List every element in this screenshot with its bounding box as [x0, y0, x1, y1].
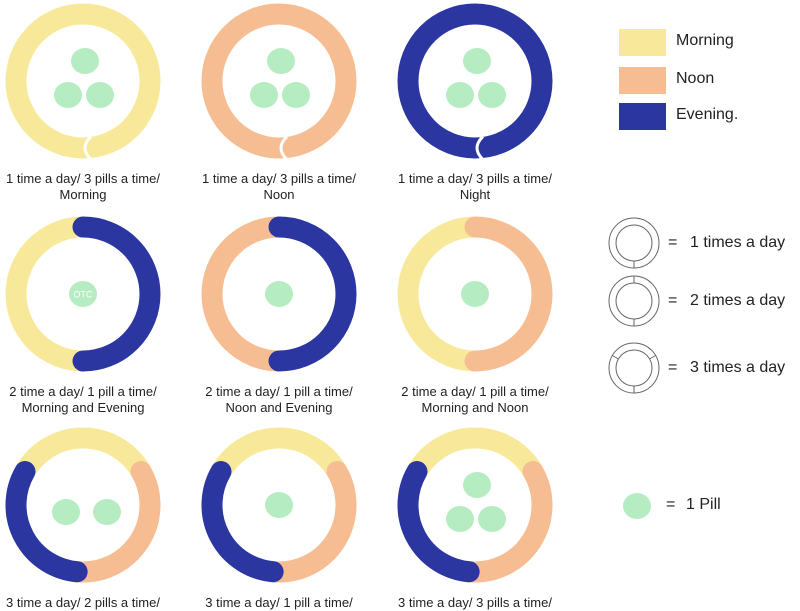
equals-sign-1: = — [668, 234, 678, 251]
pill — [463, 472, 491, 498]
ring-notch — [475, 135, 485, 161]
pill — [463, 48, 491, 74]
legend-swatch-morning — [619, 29, 666, 56]
legend-swatch-evening — [619, 103, 666, 130]
pill — [478, 82, 506, 108]
equals-sign-2: = — [668, 292, 678, 309]
pill — [265, 492, 293, 518]
dose-diagram-5 — [201, 216, 357, 372]
legend-swatch-noon — [619, 67, 666, 94]
caption-line: 3 time a day/ 3 pills a time/ — [398, 595, 552, 610]
frequency-label-1: 1 times a day — [690, 234, 786, 251]
pill-legend-label: 1 Pill — [686, 496, 721, 513]
dose-caption-8: 3 time a day/ 1 pill a time/ — [184, 595, 374, 611]
ring-segment-noon — [201, 216, 290, 372]
caption-line: 3 time a day/ 2 pills a time/ — [6, 595, 160, 610]
ring-segment-noon — [464, 216, 553, 372]
ring-segment-evening — [201, 461, 284, 583]
caption-line: 1 time a day/ 3 pills a time/ — [202, 171, 356, 186]
ring-segment-morning — [397, 216, 486, 372]
pill — [446, 506, 474, 532]
dose-diagram-9 — [397, 427, 553, 583]
caption-line: 3 time a day/ 1 pill a time/ — [205, 595, 353, 610]
pill — [69, 281, 97, 307]
pill — [461, 281, 489, 307]
ring-segment-noon — [201, 3, 357, 159]
pill — [86, 82, 114, 108]
dose-caption-9: 3 time a day/ 3 pills a time/ — [380, 595, 570, 611]
caption-line: 2 time a day/ 1 pill a time/ — [401, 384, 549, 399]
ring-segment-noon — [66, 461, 161, 583]
ring-inner — [615, 224, 653, 262]
caption-line: 2 time a day/ 1 pill a time/ — [205, 384, 353, 399]
dose-caption-3: 1 time a day/ 3 pills a time/Night — [380, 171, 570, 203]
ring-segment-evening — [397, 461, 480, 583]
ring-segment-morning — [5, 216, 94, 372]
dose-diagram-7 — [5, 427, 161, 583]
caption-line: Morning and Noon — [421, 400, 529, 415]
ring-segment-evening — [397, 3, 553, 159]
caption-line: Morning and Evening — [21, 400, 145, 415]
dose-diagram-8 — [201, 427, 357, 583]
pill — [71, 48, 99, 74]
pill-legend-icon — [623, 493, 651, 519]
equals-sign-3: = — [668, 359, 678, 376]
dose-caption-6: 2 time a day/ 1 pill a time/Morning and … — [380, 384, 570, 416]
ring-segment-morning — [14, 427, 152, 482]
frequency-ring-icon-2 — [608, 275, 660, 327]
caption-line: Noon and Evening — [225, 400, 333, 415]
dose-diagram-2 — [201, 3, 357, 161]
ring-inner — [615, 282, 653, 320]
equals-sign-pill: = — [666, 496, 676, 513]
legend-label-noon: Noon — [676, 70, 715, 87]
ring-inner — [615, 349, 653, 387]
dose-caption-1: 1 time a day/ 3 pills a time/Morning — [0, 171, 178, 203]
dose-diagram-1 — [5, 3, 161, 161]
caption-line: 1 time a day/ 3 pills a time/ — [398, 171, 552, 186]
ring-division — [649, 355, 656, 360]
legend-label-evening: Evening. — [676, 106, 739, 123]
ring-division — [612, 355, 619, 360]
pill — [265, 281, 293, 307]
ring-notch — [83, 135, 93, 161]
legend-label-morning: Morning — [676, 32, 734, 49]
pill — [250, 82, 278, 108]
ring-segment-evening — [268, 216, 357, 372]
dose-caption-4: 2 time a day/ 1 pill a time/Morning and … — [0, 384, 178, 416]
ring-segment-morning — [210, 427, 348, 482]
frequency-ring-icon-1 — [608, 217, 660, 269]
frequency-ring-icon-3 — [608, 342, 660, 394]
caption-line: Noon — [263, 187, 295, 202]
pill — [93, 499, 121, 525]
pill — [267, 48, 295, 74]
pill — [446, 82, 474, 108]
dose-diagram-3 — [397, 3, 553, 161]
ring-notch — [279, 135, 289, 161]
dose-caption-2: 1 time a day/ 3 pills a time/Noon — [184, 171, 374, 203]
ring-segment-morning — [5, 3, 161, 159]
dose-caption-5: 2 time a day/ 1 pill a time/Noon and Eve… — [184, 384, 374, 416]
ring-segment-evening — [72, 216, 161, 372]
ring-segment-noon — [458, 461, 553, 583]
ring-segment-evening — [5, 461, 88, 583]
caption-line: Night — [459, 187, 491, 202]
dose-diagram-6 — [397, 216, 553, 372]
pill — [54, 82, 82, 108]
caption-line: 2 time a day/ 1 pill a time/ — [9, 384, 157, 399]
caption-line: Morning — [59, 187, 107, 202]
frequency-label-3: 3 times a day — [690, 359, 786, 376]
pill — [478, 506, 506, 532]
pill — [282, 82, 310, 108]
pill-label: OTC — [74, 290, 93, 300]
dose-caption-7: 3 time a day/ 2 pills a time/ — [0, 595, 178, 611]
frequency-label-2: 2 times a day — [690, 292, 786, 309]
caption-line: 1 time a day/ 3 pills a time/ — [6, 171, 160, 186]
dose-diagram-4: OTC — [5, 216, 161, 372]
pill — [52, 499, 80, 525]
ring-segment-morning — [406, 427, 544, 482]
ring-segment-noon — [262, 461, 357, 583]
